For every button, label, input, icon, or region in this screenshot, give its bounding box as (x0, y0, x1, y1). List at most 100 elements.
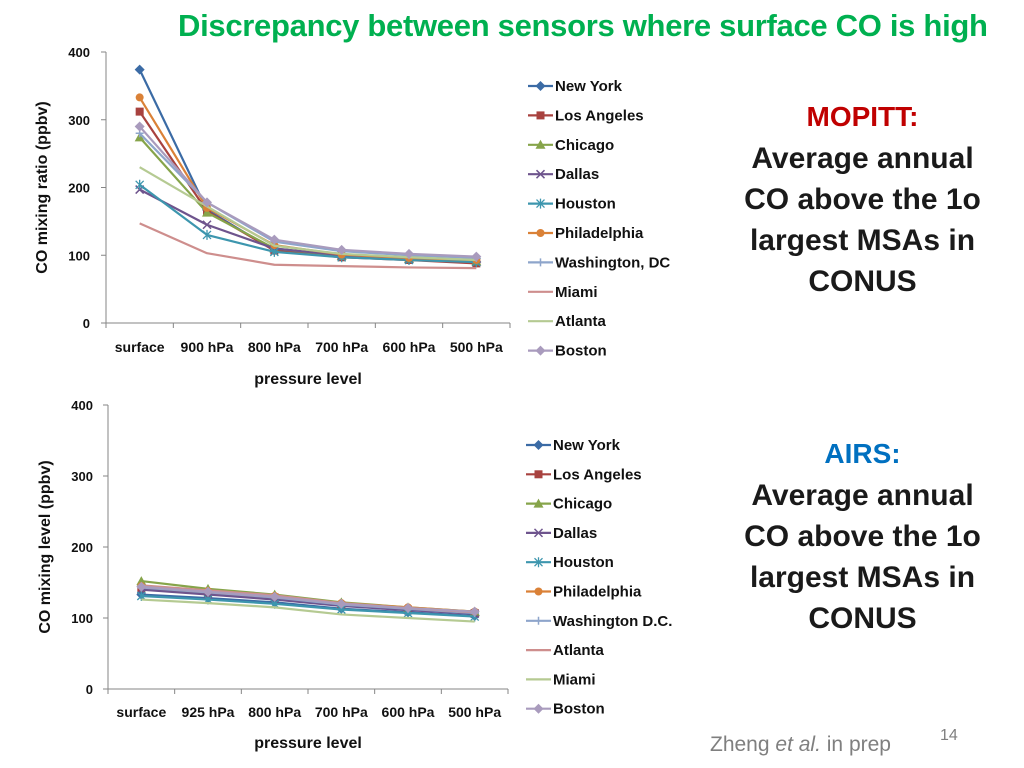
airs-legend-label-washington-d-c: Washington D.C. (553, 613, 672, 630)
mopitt-y-tick-label: 300 (68, 113, 90, 128)
mopitt-point-houston (135, 179, 145, 190)
mopitt-legend-label-chicago: Chicago (555, 137, 614, 154)
mopitt-legend: New York Los Angeles Chicago Dallas Houston P… (528, 78, 670, 360)
airs-x-axis-title: pressure level (254, 735, 362, 752)
page-number: 14 (940, 727, 958, 744)
airs-description: AIRS: Average annual CO above the 1o lar… (735, 433, 990, 639)
mopitt-legend-label-washington-dc: Washington, DC (555, 254, 670, 271)
mopitt-legend-marker-chicago (535, 139, 546, 149)
mopitt-line-dallas (139, 188, 477, 264)
airs-legend-marker-new-york (533, 440, 544, 450)
mopitt-line-philadelphia (138, 96, 477, 262)
airs-series-new-york (136, 589, 480, 621)
mopitt-legend-marker-dallas (535, 169, 546, 179)
mopitt-legend-label-new-york: New York (555, 78, 623, 95)
mopitt-y-axis-title: CO mixing ratio (ppbv) (34, 101, 51, 273)
airs-point-boston (336, 598, 347, 609)
airs-legend-label-new-york: New York (553, 437, 621, 454)
mopitt-point-new-york (134, 64, 145, 75)
mopitt-y-tick-label: 400 (68, 45, 90, 60)
airs-legend-label-atlanta: Atlanta (553, 642, 604, 659)
airs-category-label-surface: surface (116, 704, 166, 720)
airs-legend-label-chicago: Chicago (553, 496, 612, 513)
airs-legend-marker-dallas (533, 528, 544, 538)
airs-legend-label-dallas: Dallas (553, 525, 597, 542)
airs-legend-label-houston: Houston (553, 554, 614, 571)
airs-legend-label-miami: Miami (553, 671, 596, 688)
airs-line-houston (141, 594, 475, 618)
mopitt-category-label-700-hpa: 700 hPa (315, 339, 368, 355)
mopitt-category-label-600-hpa: 600 hPa (383, 339, 436, 355)
mopitt-legend-marker-boston (535, 345, 546, 356)
airs-line-boston (141, 585, 475, 613)
airs-body-text: Average annual CO above the 1o largest M… (744, 479, 981, 635)
mopitt-description: MOPITT: Average annual CO above the 1o l… (735, 96, 990, 302)
mopitt-body-text: Average annual CO above the 1o largest M… (744, 142, 981, 298)
airs-y-tick-label: 300 (71, 469, 93, 484)
mopitt-legend-label-philadelphia: Philadelphia (555, 225, 644, 242)
airs-category-label-800-hpa: 800 hPa (248, 704, 301, 720)
mopitt-x-axis-title: pressure level (254, 371, 362, 388)
mopitt-legend-label-atlanta: Atlanta (555, 313, 606, 330)
mopitt-series-miami (139, 222, 477, 270)
airs-line-dallas (141, 588, 475, 615)
mopitt-legend-label-boston: Boston (555, 343, 607, 360)
mopitt-y-tick-label: 200 (68, 181, 90, 196)
mopitt-heading: MOPITT: (806, 101, 919, 132)
airs-y-tick-label: 100 (71, 611, 93, 626)
mopitt-point-chicago (202, 207, 212, 217)
airs-legend-marker-chicago (533, 498, 544, 508)
airs-legend-marker-los-angeles (534, 470, 543, 479)
airs-point-chicago (136, 576, 147, 586)
airs-category-label-600-hpa: 600 hPa (382, 704, 435, 720)
mopitt-series-boston (134, 121, 482, 262)
mopitt-chart: 0 100 200 300 400 surface 900 hPa 800 hPa 700 hP… (34, 45, 670, 388)
airs-legend-marker-boston (533, 703, 544, 714)
mopitt-point-boston (134, 121, 145, 132)
mopitt-legend-marker-washington-dc (536, 258, 545, 267)
credit-rest: in prep (826, 733, 891, 756)
airs-point-boston (203, 586, 213, 597)
mopitt-point-boston (404, 248, 414, 259)
mopitt-line-chicago (138, 136, 477, 263)
mopitt-point-dallas (202, 220, 212, 230)
mopitt-point-philadelphia (135, 93, 144, 102)
mopitt-category-label-800-hpa: 800 hPa (248, 339, 301, 355)
mopitt-legend-marker-houston (536, 198, 545, 209)
mopitt-point-los-angeles (135, 107, 144, 116)
airs-heading: AIRS: (824, 438, 901, 469)
credit-etal: et al. (775, 733, 821, 756)
airs-legend-label-los-angeles: Los Angeles (553, 466, 642, 483)
mopitt-category-label-surface: surface (115, 339, 165, 355)
mopitt-category-label-900-hpa: 900 hPa (181, 339, 234, 355)
mopitt-point-boston (202, 197, 212, 208)
mopitt-line-miami (139, 222, 477, 270)
airs-legend: New York Los Angeles Chicago Dallas Houston P… (526, 437, 672, 718)
airs-series-miami (141, 598, 475, 623)
mopitt-legend-label-miami: Miami (555, 284, 598, 301)
slide-title: Discrepancy between sensors where surfac… (178, 8, 988, 43)
airs-point-boston (469, 606, 480, 617)
airs-legend-marker-philadelphia (534, 587, 543, 596)
mopitt-point-boston (269, 234, 280, 245)
mopitt-legend-marker-philadelphia (536, 229, 545, 237)
mopitt-series-atlanta (139, 166, 477, 262)
mopitt-line-houston (139, 183, 477, 264)
mopitt-legend-marker-new-york (535, 81, 546, 91)
mopitt-series-new-york (134, 64, 482, 268)
credit-line: Zheng et al. in prep (710, 733, 891, 757)
airs-category-label-700-hpa: 700 hPa (315, 704, 368, 720)
mopitt-legend-label-dallas: Dallas (555, 166, 599, 183)
mopitt-line-atlanta (139, 166, 477, 262)
airs-point-boston (403, 603, 413, 614)
airs-y-tick-label: 200 (71, 540, 93, 555)
airs-series-houston (136, 590, 480, 622)
airs-category-label-925-hpa: 925 hPa (182, 704, 235, 720)
airs-chart: 0 100 200 300 400 surface 925 hPa 800 hPa 700 hP… (37, 398, 672, 752)
mopitt-legend-marker-los-angeles (536, 111, 545, 120)
mopitt-legend-label-los-angeles: Los Angeles (555, 107, 644, 124)
mopitt-y-tick-label: 0 (83, 316, 90, 331)
mopitt-line-boston (138, 125, 477, 258)
airs-line-miami (141, 598, 475, 623)
